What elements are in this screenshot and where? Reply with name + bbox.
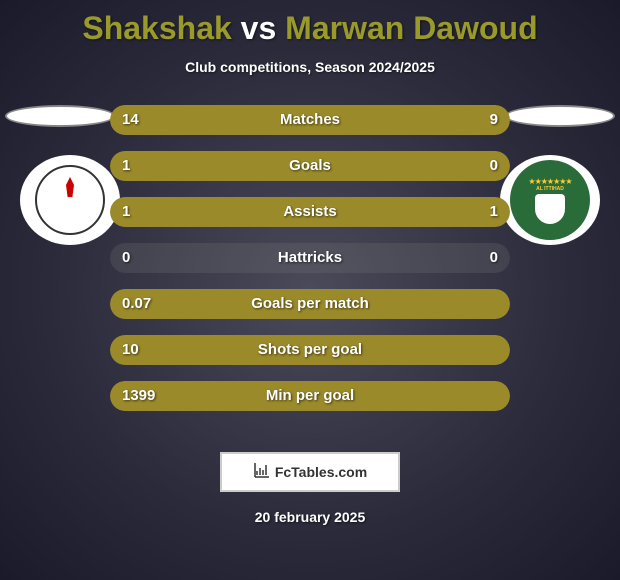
- player1-disc: [5, 105, 115, 127]
- vs-text: vs: [241, 10, 277, 46]
- player2-club-badge: ★★★★★★★ AL ITTIHAD: [500, 155, 600, 245]
- shield-icon: [535, 194, 565, 224]
- date-text: 20 february 2025: [0, 509, 620, 525]
- stats-container: ★★★★★★★ AL ITTIHAD 149Matches 10Goals 11As…: [0, 105, 620, 425]
- stat-label: Goals: [110, 151, 510, 181]
- player2-name: Marwan Dawoud: [285, 10, 537, 46]
- stat-label: Hattricks: [110, 243, 510, 273]
- stat-label: Min per goal: [110, 381, 510, 411]
- club-logo-right-icon: ★★★★★★★ AL ITTIHAD: [510, 160, 590, 240]
- stat-row: 10Goals: [110, 151, 510, 181]
- player1-club-badge: [20, 155, 120, 245]
- logo-text: FcTables.com: [275, 464, 367, 480]
- stat-row: 00Hattricks: [110, 243, 510, 273]
- player1-name: Shakshak: [82, 10, 231, 46]
- club-name-right: AL ITTIHAD: [536, 186, 564, 192]
- chart-icon: [253, 461, 271, 484]
- stat-row: 149Matches: [110, 105, 510, 135]
- stars-icon: ★★★★★★★: [528, 177, 571, 186]
- stat-bars: 149Matches 10Goals 11Assists 00Hattricks 0.0…: [110, 105, 510, 427]
- comparison-title: Shakshak vs Marwan Dawoud: [0, 0, 620, 47]
- stat-row: 11Assists: [110, 197, 510, 227]
- stat-label: Assists: [110, 197, 510, 227]
- stat-row: 10Shots per goal: [110, 335, 510, 365]
- fctables-logo[interactable]: FcTables.com: [220, 452, 400, 492]
- stat-label: Shots per goal: [110, 335, 510, 365]
- player2-disc: [505, 105, 615, 127]
- season-subtitle: Club competitions, Season 2024/2025: [0, 59, 620, 75]
- stat-row: 1399Min per goal: [110, 381, 510, 411]
- stat-row: 0.07Goals per match: [110, 289, 510, 319]
- stat-label: Matches: [110, 105, 510, 135]
- club-logo-left-icon: [35, 165, 105, 235]
- stat-label: Goals per match: [110, 289, 510, 319]
